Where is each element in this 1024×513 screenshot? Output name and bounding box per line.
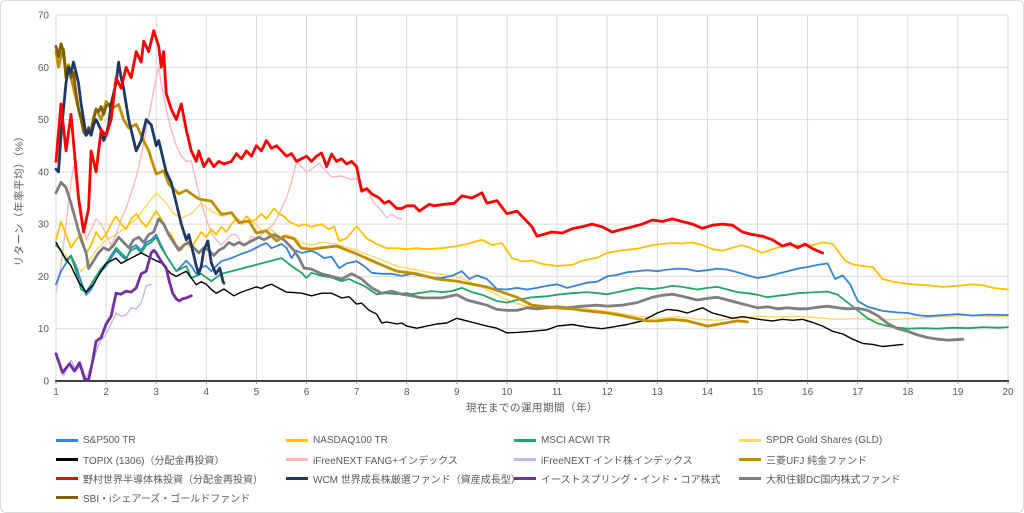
legend-label-sp500: S&P500 TR bbox=[83, 435, 136, 446]
x-tick-label: 13 bbox=[652, 387, 664, 398]
legend-label-ifree-india: iFreeNEXT インド株インデックス bbox=[541, 456, 693, 467]
legend-item-sp500: S&P500 TR bbox=[56, 435, 286, 446]
y-tick-label: 0 bbox=[43, 377, 49, 388]
legend-swatch-nasdaq bbox=[286, 439, 308, 442]
series-line-gld bbox=[55, 192, 1009, 322]
x-tick-label: 12 bbox=[602, 387, 614, 398]
y-tick-label: 10 bbox=[38, 324, 50, 335]
x-tick-label: 18 bbox=[902, 387, 914, 398]
x-axis-title: 現在までの運用期間（年） bbox=[466, 402, 598, 414]
x-tick-label: 4 bbox=[204, 387, 210, 398]
x-tick-label: 6 bbox=[304, 387, 310, 398]
legend-item-daiwa: 大和住銀DC国内株式ファンド bbox=[739, 471, 1016, 486]
legend-swatch-topix bbox=[56, 458, 78, 461]
series-line-nomura bbox=[54, 29, 824, 255]
y-tick-label: 30 bbox=[38, 220, 50, 231]
x-tick-label: 11 bbox=[552, 387, 563, 398]
legend-swatch-fang bbox=[286, 458, 308, 461]
x-tick-label: 20 bbox=[1002, 387, 1014, 398]
series-line-wcm bbox=[54, 60, 226, 285]
legend-item-sbi: SBI・iシェアーズ・ゴールドファンド bbox=[56, 490, 286, 505]
legend-label-nasdaq: NASDAQ100 TR bbox=[313, 435, 388, 446]
x-tick-label: 14 bbox=[702, 387, 714, 398]
legend-label-eastspring: イーストスプリング・インド・コア株式 bbox=[541, 475, 721, 486]
legend-swatch-gld bbox=[739, 439, 761, 442]
legend-label-msci: MSCI ACWI TR bbox=[541, 435, 611, 446]
series-line-sbi bbox=[54, 42, 113, 137]
y-tick-label: 70 bbox=[38, 11, 50, 22]
y-tick-label: 40 bbox=[38, 167, 50, 178]
x-tick-label: 5 bbox=[254, 387, 260, 398]
legend-item-nomura: 野村世界半導体株投資（分配金再投資） bbox=[56, 471, 286, 486]
series-line-fang bbox=[55, 66, 403, 293]
series-line-topix bbox=[55, 241, 904, 348]
series-line-junkin bbox=[54, 47, 749, 328]
legend-label-wcm: WCM 世界成長株厳選ファンド（資産成長型） bbox=[313, 475, 514, 486]
legend-label-daiwa: 大和住銀DC国内株式ファンド bbox=[766, 475, 901, 486]
legend-label-nomura: 野村世界半導体株投資（分配金再投資） bbox=[83, 475, 263, 486]
chart-legend: S&P500 TR NASDAQ100 TR MSCI ACWI TR SPDR… bbox=[56, 431, 1016, 507]
series-line-nasdaq bbox=[55, 207, 1009, 291]
series-line-eastspring bbox=[54, 248, 193, 382]
x-tick-label: 17 bbox=[852, 387, 864, 398]
x-tick-label: 15 bbox=[752, 387, 764, 398]
legend-swatch-sp500 bbox=[56, 439, 78, 442]
legend-item-eastspring: イーストスプリング・インド・コア株式 bbox=[514, 471, 739, 486]
legend-swatch-msci bbox=[514, 439, 536, 442]
legend-item-ifree-india: iFreeNEXT インド株インデックス bbox=[514, 452, 739, 467]
legend-swatch-wcm bbox=[286, 477, 308, 480]
x-tick-label: 2 bbox=[103, 387, 109, 398]
legend-swatch-daiwa bbox=[739, 477, 761, 480]
legend-swatch-junkin bbox=[739, 458, 761, 461]
x-tick-label: 16 bbox=[802, 387, 814, 398]
x-tick-label: 10 bbox=[501, 387, 513, 398]
series-line-daiwa bbox=[54, 180, 965, 342]
legend-item-topix: TOPIX (1306)（分配金再投資） bbox=[56, 452, 286, 467]
legend-item-nasdaq: NASDAQ100 TR bbox=[286, 435, 514, 446]
legend-swatch-eastspring bbox=[514, 477, 536, 480]
y-tick-label: 50 bbox=[38, 115, 50, 126]
legend-label-gld: SPDR Gold Shares (GLD) bbox=[766, 435, 883, 446]
legend-swatch-sbi bbox=[56, 496, 78, 499]
legend-label-fang: iFreeNEXT FANG+インデックス bbox=[313, 456, 458, 467]
x-tick-label: 9 bbox=[454, 387, 460, 398]
legend-item-msci: MSCI ACWI TR bbox=[514, 435, 739, 446]
y-tick-label: 20 bbox=[38, 272, 50, 283]
legend-swatch-ifree-india bbox=[514, 458, 536, 461]
x-tick-label: 19 bbox=[952, 387, 964, 398]
y-axis-title: リターン（年率平均）（%） bbox=[13, 130, 26, 267]
legend-label-junkin: 三菱UFJ 純金ファンド bbox=[766, 456, 868, 467]
x-tick-label: 8 bbox=[404, 387, 410, 398]
x-tick-label: 3 bbox=[153, 387, 159, 398]
legend-item-fang: iFreeNEXT FANG+インデックス bbox=[286, 452, 514, 467]
legend-item-wcm: WCM 世界成長株厳選ファンド（資産成長型） bbox=[286, 471, 514, 486]
legend-swatch-nomura bbox=[56, 477, 78, 480]
legend-label-topix: TOPIX (1306)（分配金再投資） bbox=[83, 456, 225, 467]
legend-label-sbi: SBI・iシェアーズ・ゴールドファンド bbox=[83, 494, 251, 505]
legend-item-junkin: 三菱UFJ 純金ファンド bbox=[739, 452, 1016, 467]
plot-area: 1 2 3 4 5 6 7 8 9 10 11 12 13 14 15 16 17 18 19 20010203040… bbox=[38, 11, 1014, 399]
legend-item-gld: SPDR Gold Shares (GLD) bbox=[739, 435, 1016, 446]
x-tick-label: 1 bbox=[53, 387, 59, 398]
x-tick-label: 7 bbox=[354, 387, 360, 398]
y-tick-label: 60 bbox=[38, 63, 50, 74]
